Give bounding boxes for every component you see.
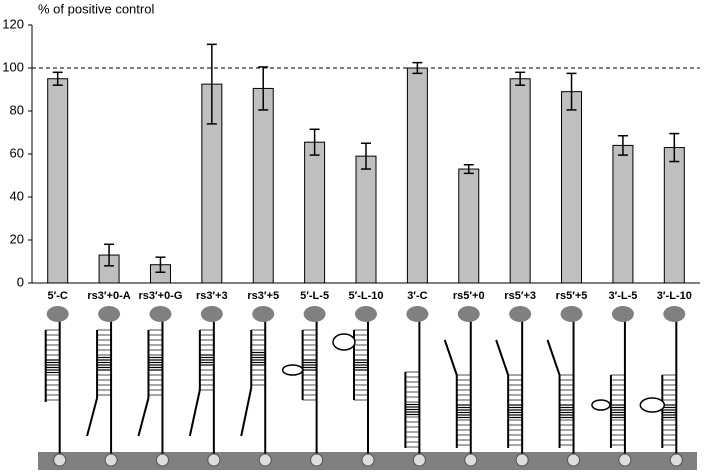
x-tick-label: 5′-L-5	[300, 290, 329, 302]
bar	[561, 91, 583, 284]
tail	[495, 339, 510, 376]
x-tick-label: rs3′+0-A	[87, 290, 130, 302]
anchor	[618, 453, 632, 467]
anchor	[464, 453, 478, 467]
bead	[663, 306, 686, 322]
tail	[188, 389, 201, 437]
bead	[355, 306, 377, 322]
x-tick-label: rs3′+3	[196, 290, 228, 302]
tail	[546, 339, 561, 376]
tail	[443, 339, 458, 376]
bead	[149, 306, 172, 322]
bead	[200, 306, 223, 322]
y-tick-label: 100	[2, 59, 24, 74]
bead	[46, 306, 69, 322]
bar	[406, 67, 428, 284]
anchor	[104, 453, 118, 467]
x-tick-label: 3′-L-5	[608, 290, 637, 302]
tail	[240, 387, 253, 437]
y-tick-label: 40	[10, 188, 24, 203]
anchor	[361, 453, 375, 467]
loop	[281, 364, 304, 376]
tail	[137, 397, 150, 437]
bead	[560, 306, 583, 322]
x-tick-label: rs3′+0-G	[139, 290, 183, 302]
bead	[457, 306, 480, 322]
bar	[663, 147, 685, 284]
x-tick-label: rs5′+5	[556, 290, 588, 302]
loop	[639, 397, 666, 413]
y-axis-label: % of positive control	[38, 1, 154, 16]
y-tick-label: 20	[10, 231, 24, 246]
bar	[252, 87, 274, 284]
bar	[509, 78, 531, 284]
anchor	[155, 453, 169, 467]
x-tick-label: 5′-L-10	[348, 290, 383, 302]
bead	[303, 306, 326, 322]
bead	[252, 306, 275, 322]
y-tick-label: 80	[10, 102, 24, 117]
loop	[591, 399, 611, 411]
y-tick-label: 0	[17, 274, 24, 289]
x-tick-label: 3′-L-10	[657, 290, 692, 302]
tail	[86, 397, 99, 437]
anchor	[567, 453, 581, 467]
bead	[611, 306, 634, 322]
x-tick-label: 5′-C	[48, 290, 68, 302]
anchor	[669, 453, 683, 467]
y-tick-label: 120	[2, 16, 24, 31]
bar	[458, 168, 480, 284]
loop	[332, 333, 356, 351]
bar	[304, 141, 326, 284]
anchor	[310, 453, 324, 467]
bar	[355, 155, 377, 284]
anchor	[258, 453, 272, 467]
bead	[406, 306, 429, 322]
y-tick-label: 60	[10, 145, 24, 160]
anchor	[53, 453, 67, 467]
anchor	[207, 453, 221, 467]
bar	[612, 144, 634, 284]
x-tick-label: rs5′+3	[504, 290, 536, 302]
bead	[98, 306, 121, 322]
bead	[509, 306, 532, 322]
x-tick-label: rs3′+5	[247, 290, 279, 302]
x-tick-label: 3′-C	[407, 290, 427, 302]
anchor	[412, 453, 426, 467]
bar	[47, 78, 69, 284]
anchor	[515, 453, 529, 467]
x-tick-label: rs5′+0	[453, 290, 485, 302]
